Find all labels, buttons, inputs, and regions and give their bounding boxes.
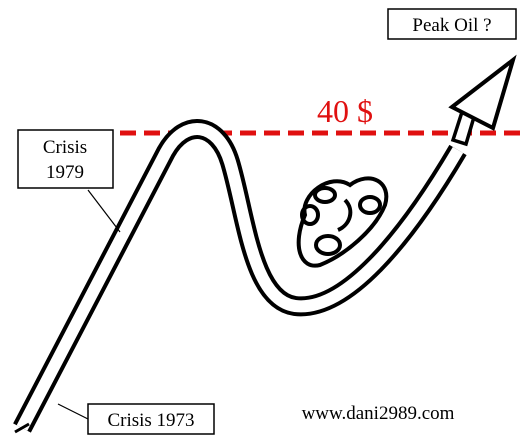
- crisis-1973-label: Crisis 1973: [107, 410, 194, 431]
- callout-line: [88, 190, 120, 232]
- page: {"peak_label": "Peak Oil ?", "price_labe…: [0, 0, 524, 437]
- website: www.dani2989.com: [302, 403, 455, 424]
- crisis-1979-line: Crisis: [43, 137, 87, 158]
- callout-line: [58, 404, 90, 420]
- peak-label: Peak Oil ?: [412, 15, 491, 36]
- crisis-1979-line: 1979: [46, 162, 84, 183]
- diagram: 40 $ Peak Oil ? Crisis 1979 Crisis 1973 …: [0, 0, 524, 437]
- price-label: 40 $: [317, 93, 373, 129]
